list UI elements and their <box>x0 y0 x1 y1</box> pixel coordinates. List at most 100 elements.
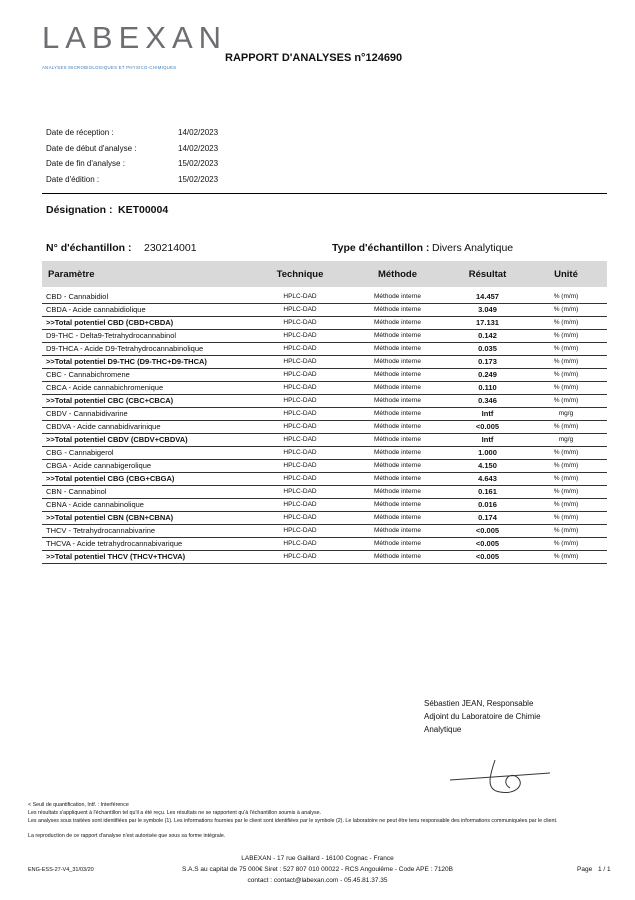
table-cell: Méthode interne <box>345 446 450 460</box>
date-value: 15/02/2023 <box>178 174 219 184</box>
table-cell: HPLC-DAD <box>255 381 345 395</box>
sample-type: Divers Analytique <box>432 242 514 254</box>
table-cell: % (m/m) <box>525 394 607 408</box>
table-cell: Méthode interne <box>345 472 450 486</box>
table-cell: <0.005 <box>450 524 525 538</box>
date-value: 15/02/2023 <box>178 159 219 168</box>
table-row: CBDA - Acide cannabidiolique HPLC-DAD Méth… <box>42 303 607 317</box>
address-line: contact : contact@labexan.com - 05.45.81… <box>247 877 388 884</box>
table-cell: >>Total potentiel CBN (CBN+CBNA) <box>42 511 255 525</box>
table-cell: HPLC-DAD <box>255 303 345 317</box>
table-cell: HPLC-DAD <box>255 368 345 382</box>
table-row: >>Total potentiel CBG (CBG+CBGA) HPLC-DAD… <box>42 472 607 486</box>
table-cell: Méthode interne <box>345 498 450 512</box>
page-number: 1 / 1 <box>598 866 611 873</box>
column-header: Unité <box>525 261 607 287</box>
table-cell: Méthode interne <box>345 287 450 304</box>
table-cell: % (m/m) <box>525 355 607 369</box>
table-cell: Méthode interne <box>345 342 450 356</box>
table-cell: CBDV - Cannabidivarine <box>42 407 255 421</box>
table-cell: % (m/m) <box>525 511 607 525</box>
table-cell: % (m/m) <box>525 342 607 356</box>
table-cell: CBN - Cannabinol <box>42 485 255 499</box>
tagline: ANALYSES MICROBIOLOGIQUES ET PHYSICO-CHI… <box>42 65 177 70</box>
table-cell: 1.000 <box>450 446 525 460</box>
logo: LABEXAN <box>42 20 228 55</box>
table-cell: % (m/m) <box>525 485 607 499</box>
date-label: Date d'édition : <box>46 174 100 184</box>
table-cell: 0.016 <box>450 498 525 512</box>
designation-label: Désignation : <box>46 204 113 216</box>
table-cell: 3.049 <box>450 303 525 317</box>
table-row: >>Total potentiel D9-THC (D9-THC+D9-THCA… <box>42 355 607 369</box>
table-cell: Méthode interne <box>345 485 450 499</box>
table-cell: 0.110 <box>450 381 525 395</box>
table-cell: % (m/m) <box>525 498 607 512</box>
sample-number: 230214001 <box>144 242 197 254</box>
table-cell: Méthode interne <box>345 329 450 343</box>
table-cell: CBNA - Acide cannabinolique <box>42 498 255 512</box>
table-row: CBNA - Acide cannabinolique HPLC-DAD Métho… <box>42 498 607 512</box>
address-line: LABEXAN - 17 rue Gaillard - 16100 Cognac… <box>241 855 394 862</box>
page-label: Page <box>577 866 593 873</box>
table-cell: <0.005 <box>450 420 525 434</box>
table-cell: 0.173 <box>450 355 525 369</box>
table-cell: Méthode interne <box>345 355 450 369</box>
table-cell: HPLC-DAD <box>255 537 345 551</box>
table-row: CBC - Cannabichromene HPLC-DAD Méthode int… <box>42 368 607 382</box>
table-cell: HPLC-DAD <box>255 329 345 343</box>
table-cell: HPLC-DAD <box>255 316 345 330</box>
table-cell: HPLC-DAD <box>255 472 345 486</box>
table-cell: HPLC-DAD <box>255 407 345 421</box>
table-row: CBCA - Acide cannabichromenique HPLC-DAD M… <box>42 381 607 395</box>
table-cell: HPLC-DAD <box>255 342 345 356</box>
table-cell: <0.005 <box>450 550 525 564</box>
table-cell: HPLC-DAD <box>255 433 345 447</box>
column-header: Méthode <box>345 261 450 287</box>
table-cell: 0.249 <box>450 368 525 382</box>
table-cell: % (m/m) <box>525 368 607 382</box>
table-cell: Méthode interne <box>345 381 450 395</box>
table-cell: 4.643 <box>450 472 525 486</box>
table-cell: Méthode interne <box>345 524 450 538</box>
table-row: THCVA - Acide tetrahydrocannabivarique HP… <box>42 537 607 551</box>
table-cell: HPLC-DAD <box>255 420 345 434</box>
table-cell: THCVA - Acide tetrahydrocannabivarique <box>42 537 255 551</box>
table-cell: CBD - Cannabidiol <box>42 287 255 304</box>
table-cell: Méthode interne <box>345 394 450 408</box>
table-cell: HPLC-DAD <box>255 524 345 538</box>
column-header: Paramètre <box>42 261 255 287</box>
table-cell: CBDA - Acide cannabidiolique <box>42 303 255 317</box>
table-cell: CBC - Cannabichromene <box>42 368 255 382</box>
table-cell: % (m/m) <box>525 316 607 330</box>
table-row: THCV - Tetrahydrocannabivarine HPLC-DAD Mé… <box>42 524 607 538</box>
date-label: Date de fin d'analyse : <box>46 159 125 168</box>
table-cell: % (m/m) <box>525 303 607 317</box>
table-cell: >>Total potentiel CBG (CBG+CBGA) <box>42 472 255 486</box>
sample-number-label: N° d'échantillon : <box>46 242 132 254</box>
table-row: CBDVA - Acide cannabidivarinique HPLC-DAD… <box>42 420 607 434</box>
report-title: RAPPORT D'ANALYSES n°124690 <box>225 52 403 64</box>
results-table: Paramètre Technique Méthode Résultat Unité CB… <box>42 261 607 564</box>
date-value: 14/02/2023 <box>178 128 219 137</box>
table-row: CBG - Cannabigerol HPLC-DAD Méthode intern… <box>42 446 607 460</box>
reference: ENG-ESS-27-V4_31/03/20 <box>28 867 94 873</box>
table-cell: <0.005 <box>450 537 525 551</box>
table-row: D9-THCA - Acide D9-Tetrahydrocannabinoli… <box>42 342 607 356</box>
table-cell: HPLC-DAD <box>255 355 345 369</box>
table-cell: Méthode interne <box>345 550 450 564</box>
address-line: S.A.S au capital de 75 000€ Siret : 527 … <box>181 866 454 873</box>
note: La reproduction de ce rapport d'analyse … <box>28 833 226 839</box>
date-label: Date de réception : <box>46 128 114 137</box>
table-cell: 0.142 <box>450 329 525 343</box>
table-cell: HPLC-DAD <box>255 446 345 460</box>
table-cell: % (m/m) <box>525 420 607 434</box>
table-cell: HPLC-DAD <box>255 459 345 473</box>
table-cell: 0.161 <box>450 485 525 499</box>
table-cell: HPLC-DAD <box>255 394 345 408</box>
column-header: Technique <box>255 261 345 287</box>
table-cell: Méthode interne <box>345 316 450 330</box>
table-cell: % (m/m) <box>525 472 607 486</box>
table-cell: 17.131 <box>450 316 525 330</box>
